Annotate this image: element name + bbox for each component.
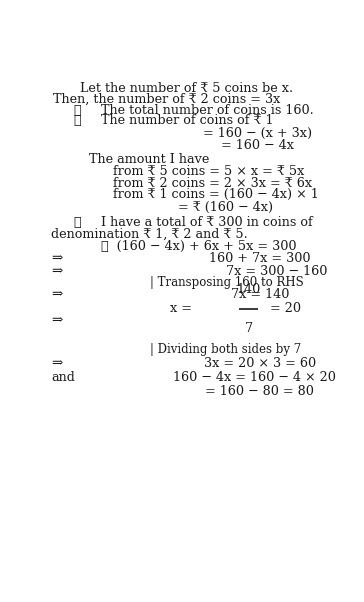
Text: denomination ₹ 1, ₹ 2 and ₹ 5.: denomination ₹ 1, ₹ 2 and ₹ 5.	[51, 228, 248, 241]
Text: ∴: ∴	[74, 114, 81, 128]
Text: x =: x =	[170, 302, 192, 315]
Text: ∴  (160 − 4x) + 6x + 5x = 300: ∴ (160 − 4x) + 6x + 5x = 300	[100, 240, 296, 253]
Text: | Transposing 160 to RHS: | Transposing 160 to RHS	[150, 276, 304, 289]
Text: ⇒: ⇒	[51, 252, 63, 265]
Text: 7: 7	[245, 321, 253, 335]
Text: ⇒: ⇒	[51, 314, 63, 327]
Text: Let the number of ₹ 5 coins be x.: Let the number of ₹ 5 coins be x.	[80, 82, 293, 96]
Text: 160 + 7x = 300: 160 + 7x = 300	[209, 252, 310, 265]
Text: = 160 − 4x: = 160 − 4x	[221, 138, 294, 152]
Text: The total number of coins is 160.: The total number of coins is 160.	[100, 104, 313, 117]
Text: and: and	[51, 371, 75, 384]
Text: ⇒: ⇒	[51, 265, 63, 278]
Text: = 160 − 80 = 80: = 160 − 80 = 80	[205, 385, 314, 398]
Text: 7x = 300 − 160: 7x = 300 − 160	[226, 265, 328, 278]
Text: ⇒: ⇒	[51, 358, 63, 370]
Text: = 20: = 20	[270, 302, 301, 315]
Text: The number of coins of ₹ 1: The number of coins of ₹ 1	[100, 114, 273, 128]
Text: = 160 − (x + 3x): = 160 − (x + 3x)	[202, 127, 312, 140]
Text: ∴: ∴	[74, 104, 81, 117]
Text: ∴: ∴	[74, 216, 81, 229]
Text: 3x = 20 × 3 = 60: 3x = 20 × 3 = 60	[204, 358, 316, 370]
Text: ⇒: ⇒	[51, 288, 63, 301]
Text: from ₹ 5 coins = 5 × x = ₹ 5x: from ₹ 5 coins = 5 × x = ₹ 5x	[113, 165, 305, 178]
Text: | Dividing both sides by 7: | Dividing both sides by 7	[150, 343, 301, 356]
Text: Then, the number of ₹ 2 coins = 3x: Then, the number of ₹ 2 coins = 3x	[53, 93, 281, 106]
Text: = ₹ (160 − 4x): = ₹ (160 − 4x)	[178, 200, 274, 214]
Text: from ₹ 2 coins = 2 × 3x = ₹ 6x: from ₹ 2 coins = 2 × 3x = ₹ 6x	[113, 176, 312, 190]
Text: I have a total of ₹ 300 in coins of: I have a total of ₹ 300 in coins of	[100, 216, 312, 229]
Text: The amount I have: The amount I have	[89, 154, 210, 166]
Text: 7x = 140: 7x = 140	[231, 288, 289, 301]
Text: from ₹ 1 coins = (160 − 4x) × 1: from ₹ 1 coins = (160 − 4x) × 1	[113, 188, 319, 201]
Text: 160 − 4x = 160 − 4 × 20: 160 − 4x = 160 − 4 × 20	[173, 371, 336, 384]
Text: 140: 140	[237, 283, 261, 296]
